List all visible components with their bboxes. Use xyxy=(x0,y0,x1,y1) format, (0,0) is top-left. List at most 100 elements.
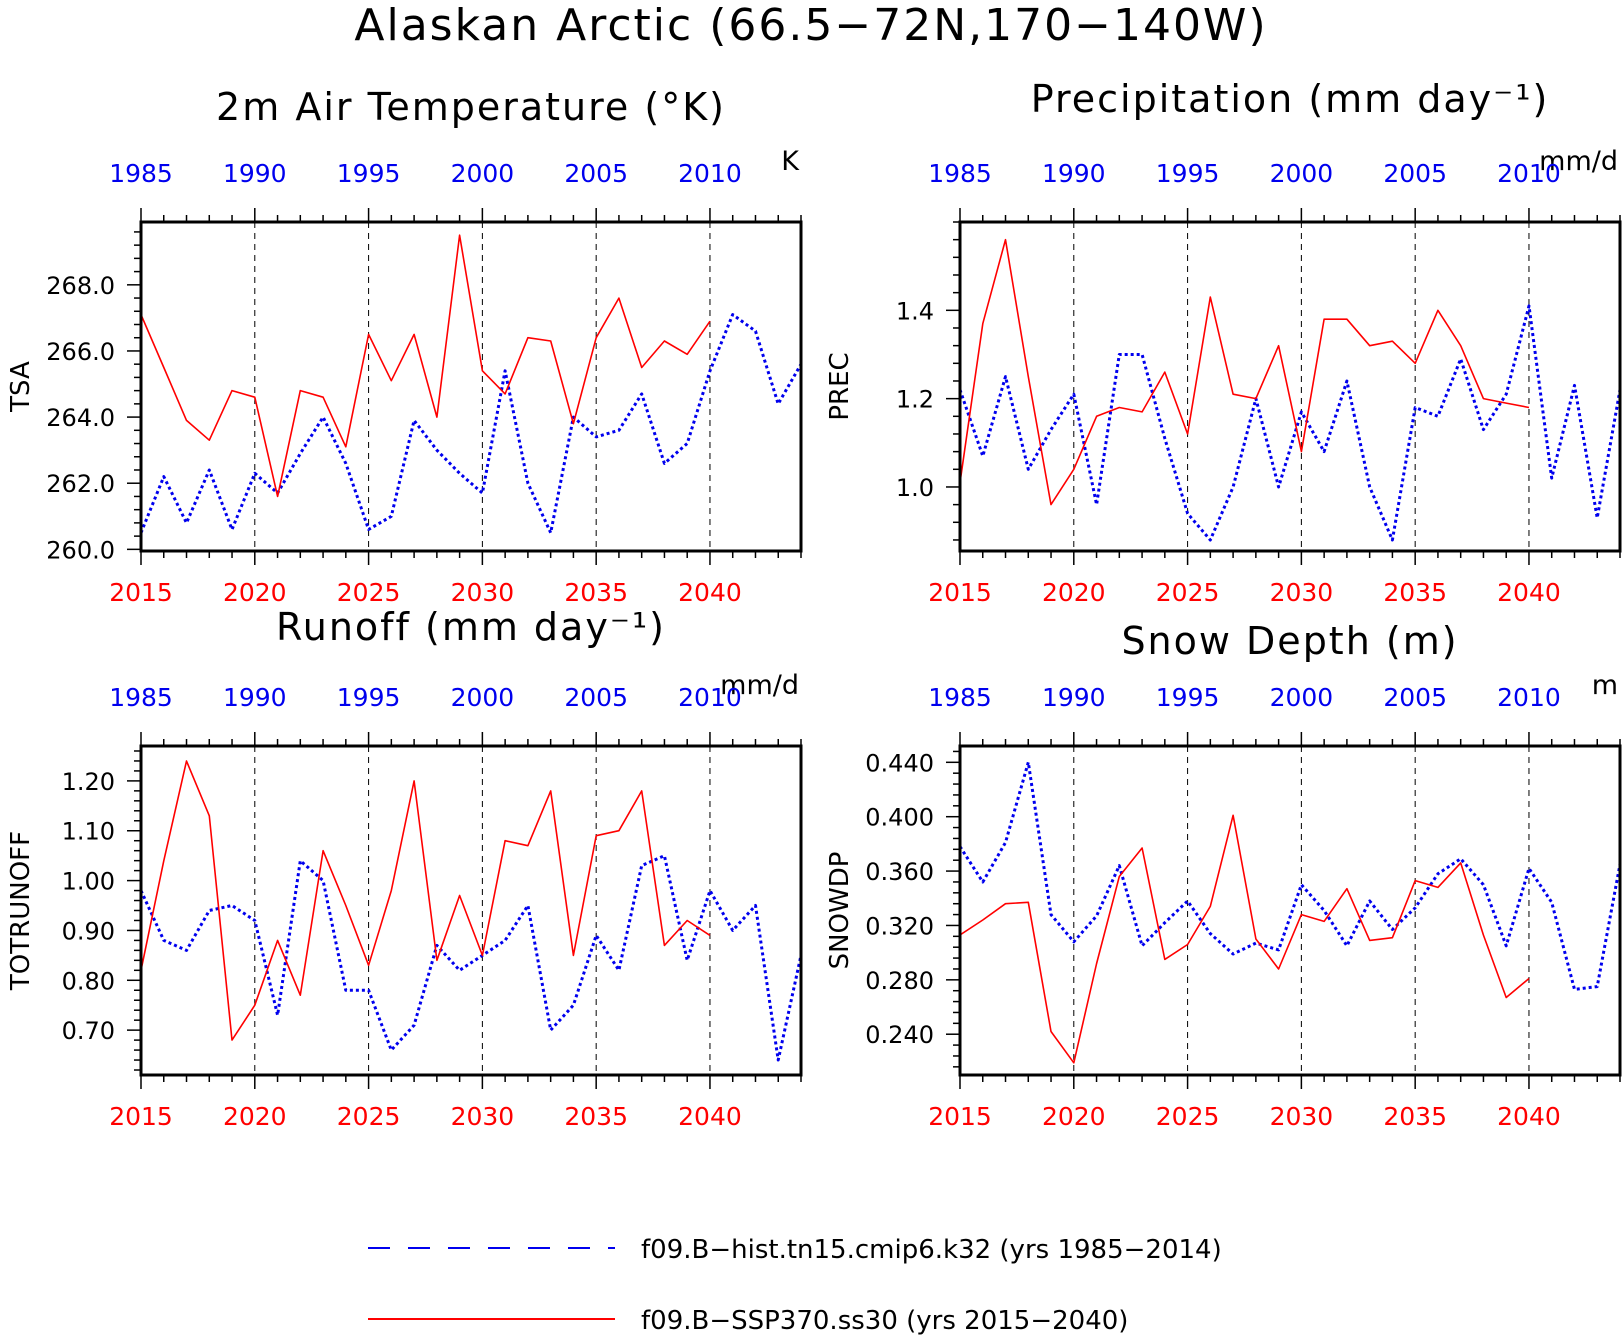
x-tick-label-top: 2000 xyxy=(451,683,515,712)
series-ssp-line xyxy=(141,234,711,498)
series-hist-line xyxy=(141,313,801,535)
series-lines xyxy=(960,238,1620,542)
units-label: K xyxy=(781,146,800,177)
x-tick-label-top: 2005 xyxy=(1383,159,1447,188)
x-tick-label-top: 1990 xyxy=(1042,159,1106,188)
y-tick-label: 260.0 xyxy=(46,536,115,564)
x-tick-label-bottom: 2015 xyxy=(109,578,173,607)
y-tick-label: 1.20 xyxy=(62,768,115,796)
y-tick-label: 0.240 xyxy=(865,1021,934,1049)
y-ticks xyxy=(127,750,141,1071)
y-tick-label: 262.0 xyxy=(46,470,115,498)
panel-tsa: 2m Air Temperature (°K) K TSA 2015 2020 2025 2… xyxy=(6,85,803,607)
x-tick-label-bottom: 2035 xyxy=(1383,578,1447,607)
x-tick-label-top: 2010 xyxy=(1497,159,1561,188)
x-tick-label-bottom: 2030 xyxy=(451,578,515,607)
panel-runoff: Runoff (mm day⁻¹) mm/d TOTRUNOFF 2015 2020 20… xyxy=(6,605,803,1131)
series-lines xyxy=(141,760,801,1062)
panel-title: 2m Air Temperature (°K) xyxy=(216,85,726,129)
y-tick-label: 1.10 xyxy=(62,818,115,846)
y-ticks xyxy=(946,221,960,541)
x-tick-label-bottom: 2035 xyxy=(564,1102,628,1131)
y-tick-label: 0.80 xyxy=(62,967,115,995)
x-tick-label-bottom: 2030 xyxy=(1270,1102,1334,1131)
y-tick-label: 1.0 xyxy=(896,474,934,502)
x-tick-label-bottom: 2025 xyxy=(337,1102,401,1131)
x-tick-label-top: 1985 xyxy=(928,159,992,188)
plot-frame xyxy=(958,744,1622,1077)
legend: f09.B−hist.tn15.cmip6.k32 (yrs 1985−2014… xyxy=(368,1235,1222,1336)
y-axis-label: SNOWDP xyxy=(825,852,855,970)
x-tick-label-top: 1995 xyxy=(1156,159,1220,188)
x-tick-label-bottom: 2040 xyxy=(1497,1102,1561,1131)
y-tick-label: 0.400 xyxy=(865,804,934,832)
x-tick-label-top: 2010 xyxy=(678,683,742,712)
x-tick-label-top: 1990 xyxy=(1042,683,1106,712)
x-tick-label-top: 1990 xyxy=(223,683,287,712)
x-tick-label-top: 1995 xyxy=(337,159,401,188)
y-tick-label: 1.4 xyxy=(896,297,934,325)
y-tick-label: 0.440 xyxy=(865,749,934,777)
y-tick-label: 268.0 xyxy=(46,272,115,300)
series-hist-line xyxy=(960,304,1620,542)
x-tick-label-bottom: 2035 xyxy=(564,578,628,607)
x-tick-label-bottom: 2030 xyxy=(451,1102,515,1131)
units-label: mm/d xyxy=(1539,146,1618,177)
x-tick-label-top: 1995 xyxy=(337,683,401,712)
x-tick-label-top: 1985 xyxy=(928,683,992,712)
x-tick-label-top: 1985 xyxy=(109,683,173,712)
x-tick-label-top: 1995 xyxy=(1156,683,1220,712)
x-tick-label-bottom: 2015 xyxy=(928,1102,992,1131)
x-tick-label-top: 2000 xyxy=(1270,683,1334,712)
grid-lines xyxy=(254,222,711,551)
plot-frame xyxy=(139,744,803,1077)
figure-title: Alaskan Arctic (66.5−72N,170−140W) xyxy=(354,0,1267,51)
x-tick-label-bottom: 2025 xyxy=(1156,1102,1220,1131)
x-tick-label-bottom: 2040 xyxy=(678,578,742,607)
x-tick-label-bottom: 2020 xyxy=(223,1102,287,1131)
x-tick-label-bottom: 2015 xyxy=(928,578,992,607)
y-tick-label: 0.70 xyxy=(62,1017,115,1045)
y-tick-label: 0.320 xyxy=(865,912,934,940)
y-tick-label: 0.280 xyxy=(865,967,934,995)
x-tick-label-top: 2005 xyxy=(564,683,628,712)
y-axis-label: TOTRUNOFF xyxy=(6,831,36,991)
x-tick-label-bottom: 2020 xyxy=(223,578,287,607)
panel-title: Runoff (mm day⁻¹) xyxy=(276,605,666,649)
y-tick-label: 264.0 xyxy=(46,404,115,432)
y-axis-label: TSA xyxy=(6,361,36,413)
units-label: mm/d xyxy=(720,670,799,701)
panels: 2m Air Temperature (°K) K TSA 2015 2020 2025 2… xyxy=(6,77,1622,1131)
series-hist-line xyxy=(141,854,801,1062)
x-tick-label-top: 2005 xyxy=(564,159,628,188)
y-tick-label: 0.360 xyxy=(865,858,934,886)
units-label: m xyxy=(1592,670,1618,701)
grid-lines xyxy=(1073,222,1530,551)
x-tick-label-top: 2005 xyxy=(1383,683,1447,712)
y-ticks xyxy=(127,231,141,551)
x-tick-label-bottom: 2040 xyxy=(678,1102,742,1131)
panel-prec: Precipitation (mm day⁻¹) mm/d PREC 2015 2020… xyxy=(825,77,1622,607)
legend-ssp-label: f09.B−SSP370.ss30 (yrs 2015−2040) xyxy=(641,1306,1128,1336)
x-tick-label-bottom: 2035 xyxy=(1383,1102,1447,1131)
y-tick-label: 0.90 xyxy=(62,917,115,945)
x-tick-label-bottom: 2020 xyxy=(1042,1102,1106,1131)
panel-title: Snow Depth (m) xyxy=(1121,619,1458,663)
y-tick-label: 1.2 xyxy=(896,386,934,414)
series-hist-line xyxy=(960,760,1620,991)
x-tick-label-bottom: 2020 xyxy=(1042,578,1106,607)
x-ticks xyxy=(959,208,1621,565)
x-tick-label-bottom: 2015 xyxy=(109,1102,173,1131)
grid-lines xyxy=(1073,746,1530,1075)
y-axis-label: PREC xyxy=(825,352,855,420)
series-ssp-line xyxy=(960,814,1530,1064)
x-tick-label-bottom: 2030 xyxy=(1270,578,1334,607)
x-tick-label-top: 1985 xyxy=(109,159,173,188)
x-tick-label-bottom: 2040 xyxy=(1497,578,1561,607)
series-ssp-line xyxy=(960,238,1530,506)
legend-hist-label: f09.B−hist.tn15.cmip6.k32 (yrs 1985−2014… xyxy=(641,1235,1222,1265)
x-tick-label-top: 1990 xyxy=(223,159,287,188)
x-tick-label-top: 2000 xyxy=(451,159,515,188)
series-ssp-line xyxy=(141,760,711,1041)
